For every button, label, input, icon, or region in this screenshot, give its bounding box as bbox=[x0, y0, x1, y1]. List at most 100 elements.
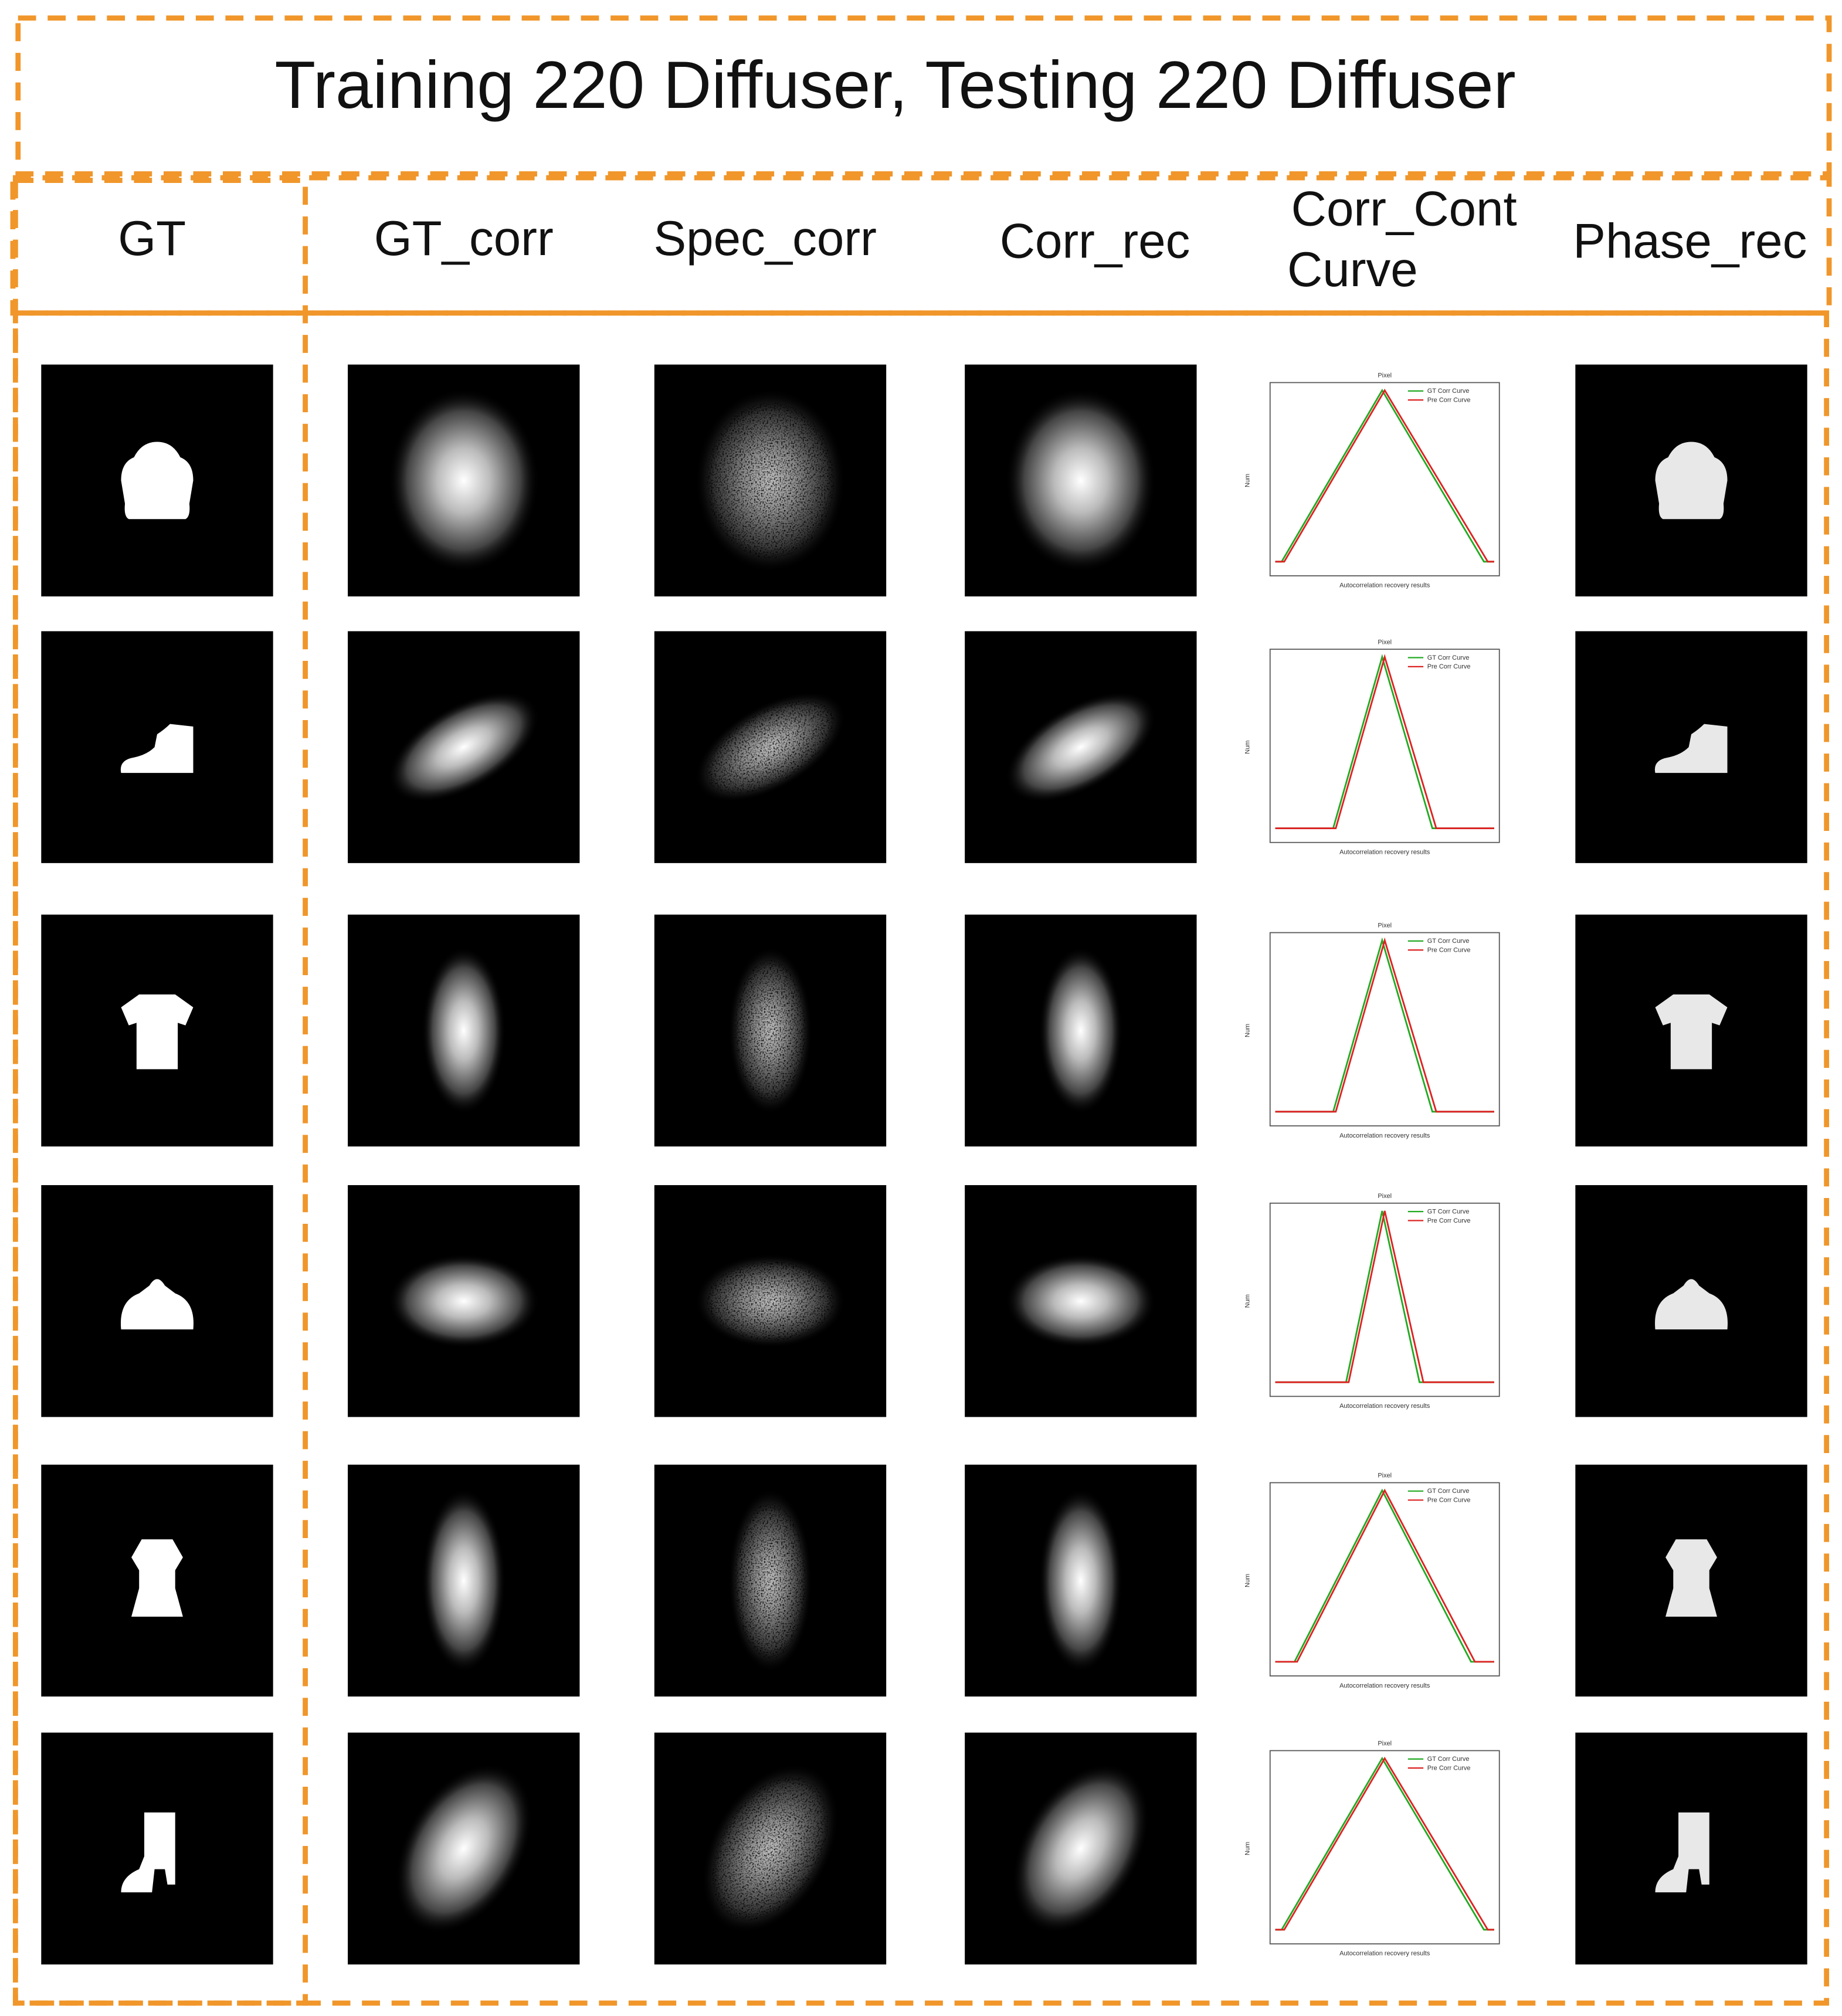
curve-red bbox=[1275, 1756, 1494, 1931]
figure-row: Pixel GT Corr Curve Pre Corr Curve Autocorr… bbox=[41, 1185, 1807, 1417]
autocorrelation-blob bbox=[388, 691, 540, 803]
column-header: Phase_rec bbox=[1573, 213, 1807, 268]
plot-frame bbox=[1269, 932, 1500, 1126]
image-cell bbox=[41, 1464, 273, 1697]
autocorrelation-blob bbox=[395, 1763, 532, 1934]
object-silhouette bbox=[121, 1812, 175, 1893]
title: Training 220 Diffuser, Testing 220 Diffu… bbox=[274, 48, 1515, 123]
image-cell bbox=[348, 914, 580, 1147]
image-cell bbox=[348, 631, 580, 863]
image-cell bbox=[348, 364, 580, 597]
image-cell bbox=[1575, 914, 1807, 1147]
object-silhouette bbox=[1655, 1279, 1728, 1330]
plot-title: Pixel bbox=[1378, 372, 1392, 379]
object-silhouette bbox=[1655, 994, 1728, 1070]
curve-red bbox=[1275, 1210, 1494, 1383]
image-cell bbox=[654, 1464, 887, 1697]
plot-frame bbox=[1269, 1482, 1500, 1676]
plot-x-label: Autocorrelation recovery results bbox=[1339, 1132, 1430, 1139]
plot-title: Pixel bbox=[1378, 922, 1392, 929]
object-silhouette bbox=[120, 1279, 194, 1330]
autocorrelation-blob bbox=[1005, 388, 1156, 573]
plot-frame bbox=[1269, 1750, 1500, 1944]
plot-title: Pixel bbox=[1378, 639, 1392, 646]
object-silhouette bbox=[121, 442, 194, 520]
image-cell bbox=[654, 631, 887, 863]
plot-legend: Pre Corr Curve bbox=[1427, 1217, 1471, 1224]
plot-legend: Pre Corr Curve bbox=[1427, 663, 1471, 670]
speckle-noise bbox=[712, 1776, 829, 1921]
outer-box bbox=[12, 310, 1830, 2006]
image-cell bbox=[965, 914, 1197, 1147]
object-silhouette bbox=[1665, 1539, 1717, 1617]
image-cell bbox=[965, 1464, 1197, 1697]
autocorrelation-blob bbox=[388, 388, 540, 573]
object-silhouette bbox=[121, 994, 194, 1070]
plot-legend: GT Corr Curve bbox=[1427, 1488, 1470, 1495]
figure-row: Pixel GT Corr Curve Pre Corr Curve Autocorr… bbox=[41, 631, 1807, 863]
image-cell bbox=[654, 364, 887, 597]
plot-legend: Pre Corr Curve bbox=[1427, 946, 1471, 953]
object-silhouette bbox=[1655, 442, 1728, 520]
plot-background bbox=[1234, 364, 1505, 597]
autocorrelation-blob bbox=[422, 1488, 506, 1673]
image-cell bbox=[965, 631, 1197, 863]
image-cell bbox=[654, 1185, 887, 1417]
speckle-noise bbox=[735, 1502, 806, 1659]
plot-title: Pixel bbox=[1378, 1472, 1392, 1479]
autocorrelation-blob bbox=[388, 1254, 540, 1348]
plot-y-label: Num bbox=[1244, 1294, 1251, 1308]
plot-legend: Pre Corr Curve bbox=[1427, 1496, 1471, 1503]
curve-red bbox=[1275, 388, 1494, 563]
image-cell bbox=[348, 1464, 580, 1697]
autocorrelation-blob bbox=[1039, 1488, 1123, 1673]
plot-frame bbox=[1269, 382, 1500, 576]
plot-y-label: Num bbox=[1244, 1842, 1251, 1855]
plot-legend: GT Corr Curve bbox=[1427, 654, 1470, 661]
curve-red bbox=[1275, 1488, 1494, 1663]
autocorrelation-blob bbox=[1005, 1254, 1156, 1348]
plot-x-label: Autocorrelation recovery results bbox=[1339, 1950, 1430, 1957]
image-cell bbox=[41, 364, 273, 597]
column-header: GT_corr bbox=[374, 211, 554, 266]
image-cell bbox=[41, 1732, 273, 1965]
plot-legend: GT Corr Curve bbox=[1427, 1208, 1470, 1215]
curve-red bbox=[1275, 937, 1494, 1113]
header-box bbox=[10, 175, 1832, 316]
plot-x-label: Autocorrelation recovery results bbox=[1339, 1403, 1430, 1410]
plot-y-label: Num bbox=[1244, 474, 1251, 487]
plot-background bbox=[1234, 1732, 1505, 1965]
image-cell bbox=[965, 1732, 1197, 1965]
speckle-noise bbox=[706, 402, 835, 559]
object-silhouette bbox=[1654, 724, 1728, 773]
image-cell: Pixel GT Corr Curve Pre Corr Curve Autocorr… bbox=[1234, 631, 1505, 863]
plot-title: Pixel bbox=[1378, 1740, 1392, 1747]
image-cell bbox=[1575, 1732, 1807, 1965]
plot-legend: Pre Corr Curve bbox=[1427, 396, 1471, 403]
plot-x-label: Autocorrelation recovery results bbox=[1339, 849, 1430, 856]
speckle-noise bbox=[706, 700, 835, 795]
autocorrelation-blob bbox=[1039, 946, 1123, 1115]
image-cell bbox=[1575, 364, 1807, 597]
autocorrelation-blob bbox=[1012, 1763, 1149, 1934]
plot-title: Pixel bbox=[1378, 1193, 1392, 1200]
image-cell bbox=[41, 914, 273, 1147]
plot-y-label: Num bbox=[1244, 1024, 1251, 1037]
autocorrelation-blob bbox=[422, 946, 506, 1115]
column-header: Corr_Cont bbox=[1291, 181, 1517, 236]
image-cell bbox=[348, 1185, 580, 1417]
plot-y-label: Num bbox=[1244, 741, 1251, 754]
plot-y-label: Num bbox=[1244, 1574, 1251, 1587]
speckle-noise bbox=[735, 959, 806, 1102]
column-header: Corr_rec bbox=[1000, 213, 1190, 268]
column-header: GT bbox=[118, 211, 186, 266]
image-cell: Pixel GT Corr Curve Pre Corr Curve Autocorr… bbox=[1234, 1185, 1505, 1417]
speckle-noise bbox=[706, 1261, 835, 1341]
